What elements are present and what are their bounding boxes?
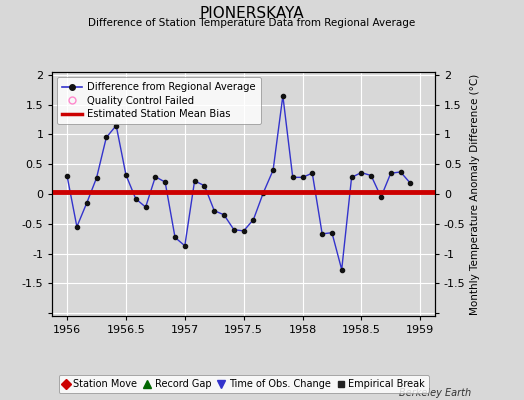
- Legend: Station Move, Record Gap, Time of Obs. Change, Empirical Break: Station Move, Record Gap, Time of Obs. C…: [59, 375, 429, 393]
- Y-axis label: Monthly Temperature Anomaly Difference (°C): Monthly Temperature Anomaly Difference (…: [470, 73, 480, 315]
- Text: PIONERSKAYA: PIONERSKAYA: [199, 6, 304, 21]
- Text: Difference of Station Temperature Data from Regional Average: Difference of Station Temperature Data f…: [88, 18, 415, 28]
- Legend: Difference from Regional Average, Quality Control Failed, Estimated Station Mean: Difference from Regional Average, Qualit…: [58, 77, 261, 124]
- Text: Berkeley Earth: Berkeley Earth: [399, 388, 472, 398]
